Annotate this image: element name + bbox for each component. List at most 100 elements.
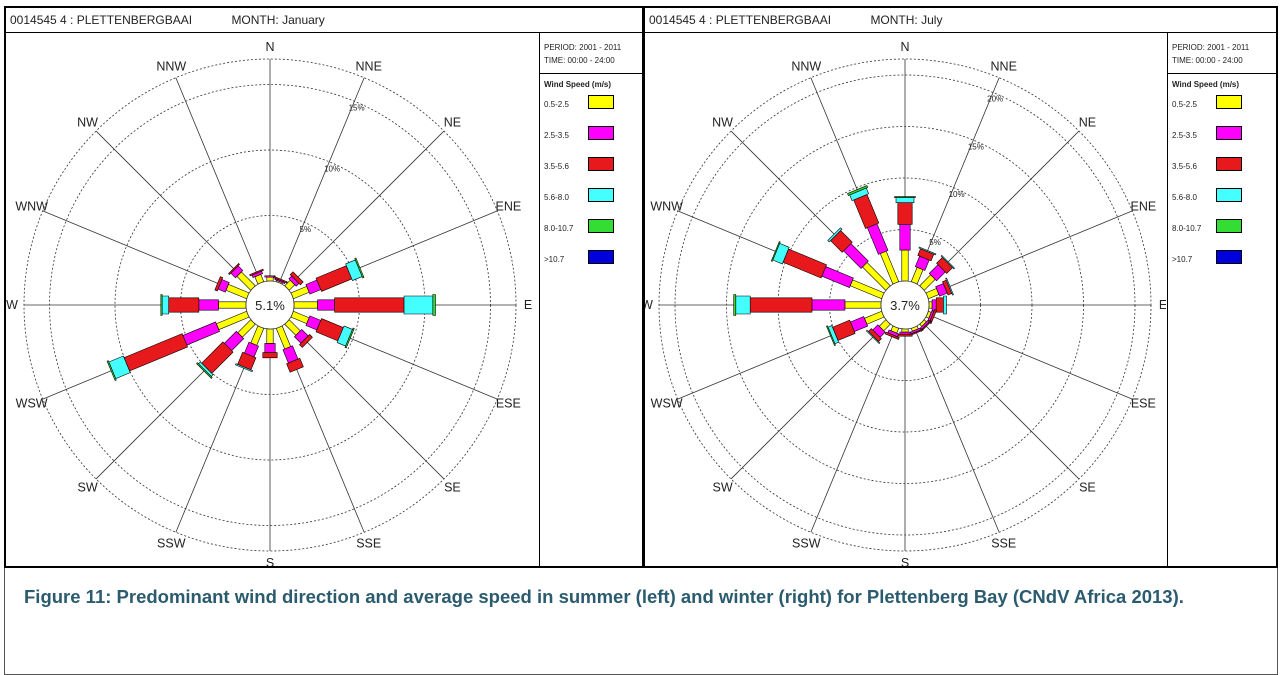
ring-label: 10% bbox=[324, 164, 340, 173]
legend-swatch bbox=[588, 126, 614, 140]
calm-label: 3.7% bbox=[890, 298, 920, 313]
rose-bar-s bbox=[901, 328, 909, 333]
rose-bar-w bbox=[735, 295, 751, 315]
rose-bar-e bbox=[317, 299, 335, 311]
rose-bar-e bbox=[928, 301, 933, 309]
rose-bar-nnw bbox=[866, 223, 889, 255]
legend-swatch bbox=[1216, 126, 1242, 140]
wind-rose-panel-january: 0014545 4 : PLETTENBERGBAAI MONTH: Janua… bbox=[4, 6, 644, 568]
legend-title: Wind Speed (m/s) bbox=[544, 80, 612, 89]
outer-ring bbox=[658, 58, 1152, 552]
calm-circle bbox=[880, 280, 930, 330]
rose-bar-se bbox=[299, 334, 313, 348]
rose-bar-w bbox=[160, 294, 163, 316]
rose-bar-ene bbox=[354, 257, 365, 279]
direction-label: SSW bbox=[792, 536, 821, 550]
direction-spoke bbox=[269, 77, 365, 306]
direction-spoke bbox=[904, 304, 1000, 533]
ring bbox=[726, 126, 1084, 484]
rose-bar-nw bbox=[228, 263, 241, 276]
rose-bar-s bbox=[264, 343, 276, 353]
rose-bar-e bbox=[943, 295, 947, 315]
station-label: 0014545 4 : PLETTENBERGBAAI bbox=[10, 13, 193, 27]
direction-label: W bbox=[6, 298, 18, 312]
rose-bar-w bbox=[168, 297, 200, 313]
rose-bar-w bbox=[811, 299, 846, 311]
legend-label: 2.5-3.5 bbox=[1172, 131, 1197, 140]
period-label: PERIOD: 2001 - 2011 bbox=[544, 43, 622, 52]
rose-bar-sw bbox=[865, 329, 881, 345]
rose-bar-ssw bbox=[884, 331, 900, 340]
legend-item: 2.5-3.5 bbox=[540, 124, 642, 155]
rose-bar-e bbox=[432, 294, 436, 316]
direction-label: NW bbox=[77, 116, 98, 130]
rose-bar-wsw bbox=[182, 321, 220, 346]
rose-bar-ne bbox=[940, 255, 955, 270]
rose-bar-w bbox=[749, 297, 813, 313]
rose-bar-nne bbox=[910, 266, 924, 285]
legend-swatch bbox=[588, 188, 614, 202]
rose-bar-w bbox=[198, 299, 219, 311]
rose-bar-e bbox=[403, 295, 434, 315]
rose-bar-ssw bbox=[250, 325, 265, 346]
calm-label: 5.1% bbox=[255, 298, 285, 313]
rose-bar-n bbox=[899, 224, 911, 251]
rose-bar-w bbox=[161, 295, 170, 315]
ring-label: 10% bbox=[949, 190, 965, 199]
ring bbox=[49, 84, 491, 526]
direction-label: ENE bbox=[1131, 199, 1157, 213]
direction-label: ENE bbox=[496, 199, 522, 213]
rose-bar-e bbox=[931, 299, 937, 311]
rose-bar-ene bbox=[290, 285, 310, 300]
rose-bar-wnw bbox=[782, 248, 827, 279]
rose-bar-wnw bbox=[821, 266, 854, 289]
rose-bar-nne bbox=[918, 246, 937, 256]
legend-label: 0.5-2.5 bbox=[544, 100, 569, 109]
station-label: 0014545 4 : PLETTENBERGBAAI bbox=[649, 13, 832, 27]
direction-label: SSE bbox=[991, 536, 1016, 550]
legend-swatch bbox=[1216, 250, 1242, 264]
legend: PERIOD: 2001 - 2011 TIME: 00:00 - 24:00 … bbox=[1167, 33, 1276, 566]
ring-label: 15% bbox=[349, 104, 365, 113]
direction-label: SW bbox=[77, 480, 97, 494]
legend-item: 5.6-8.0 bbox=[540, 186, 642, 217]
rose-bar-sw bbox=[237, 319, 256, 338]
ring bbox=[674, 74, 1136, 536]
rose-bar-wnw bbox=[770, 241, 781, 262]
rose-bar-nnw bbox=[847, 185, 869, 196]
direction-label: WSW bbox=[16, 397, 48, 411]
legend-meta: PERIOD: 2001 - 2011 TIME: 00:00 - 24:00 bbox=[540, 33, 642, 74]
direction-label: W bbox=[645, 298, 653, 312]
rose-bar-wsw bbox=[826, 325, 836, 346]
rose-bar-wnw bbox=[225, 283, 250, 300]
ring-label: 20% bbox=[987, 95, 1003, 104]
legend-swatch bbox=[588, 95, 614, 109]
wind-rose-chart: 5% 10% 15% 5.1% N NNE NE ENE E ESE SE SSE S SSW SW WSW W… bbox=[6, 40, 532, 566]
direction-label: N bbox=[900, 40, 909, 54]
legend-item: 3.5-5.6 bbox=[540, 155, 642, 186]
direction-label: NE bbox=[444, 116, 461, 130]
legend-label: 3.5-5.6 bbox=[1172, 162, 1197, 171]
period-label: PERIOD: 2001 - 2011 bbox=[1172, 43, 1250, 52]
legend-swatch bbox=[1216, 188, 1242, 202]
rose-bar-w bbox=[844, 301, 882, 309]
rose-bar-s bbox=[899, 331, 911, 335]
direction-spoke bbox=[175, 77, 271, 306]
direction-label: NNW bbox=[156, 60, 186, 74]
direction-label: S bbox=[901, 556, 909, 566]
bars bbox=[733, 185, 955, 346]
rose-bar-e bbox=[293, 301, 318, 309]
month-label: MONTH: July bbox=[870, 13, 943, 27]
rose-bar-ese bbox=[928, 309, 937, 324]
rose-bar-n bbox=[264, 275, 276, 278]
legend: PERIOD: 2001 - 2011 TIME: 00:00 - 24:00 … bbox=[539, 33, 642, 566]
rose-bar-n bbox=[901, 249, 909, 282]
direction-label: SSW bbox=[157, 536, 186, 550]
rose-bar-ese bbox=[344, 327, 355, 349]
ring-label: 5% bbox=[300, 225, 312, 234]
legend-label: >10.7 bbox=[544, 255, 565, 264]
rose-bar-sse bbox=[286, 357, 304, 373]
legend-title: Wind Speed (m/s) bbox=[1172, 80, 1240, 89]
direction-label: NE bbox=[1079, 116, 1096, 130]
time-label: TIME: 00:00 - 24:00 bbox=[544, 56, 615, 65]
